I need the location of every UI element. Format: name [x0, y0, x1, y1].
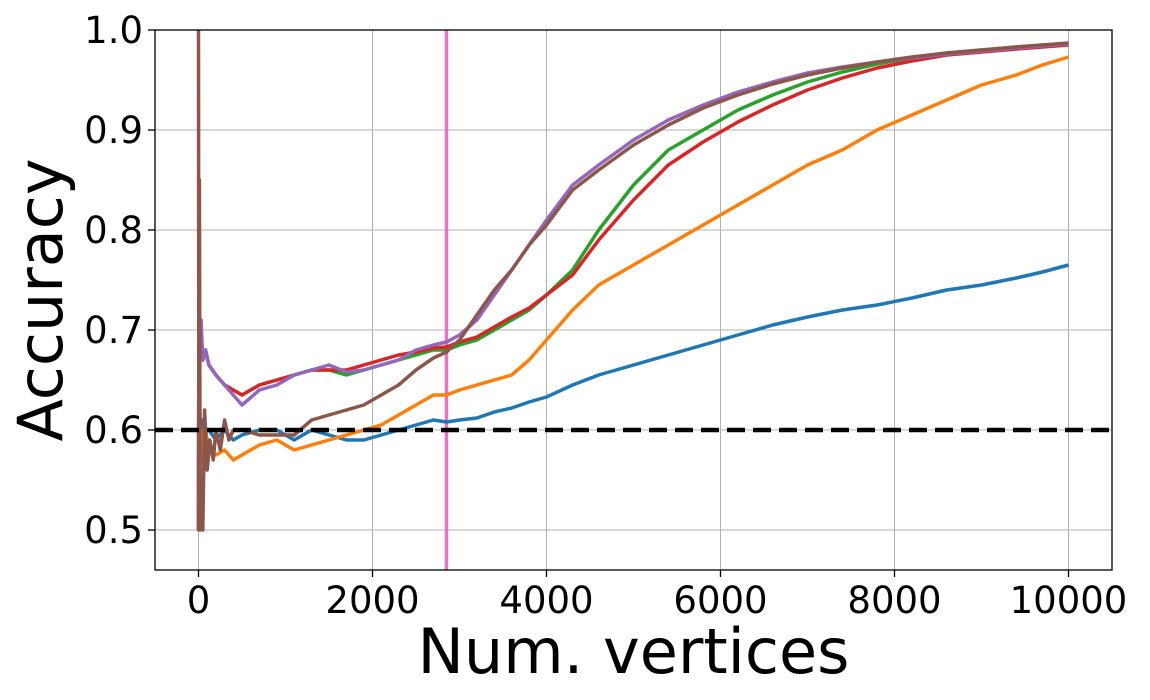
y-tick-label: 0.5	[84, 509, 143, 552]
y-tick-label: 0.7	[84, 309, 143, 352]
x-axis-title: Num. vertices	[418, 615, 850, 688]
y-axis-ticks: 0.5 0.6 0.7 0.8 0.9 1.0	[84, 9, 155, 552]
y-tick-label: 0.9	[84, 109, 143, 152]
y-tick-label: 1.0	[84, 9, 143, 52]
y-tick-label: 0.6	[84, 409, 143, 452]
series-line-5	[196, 42, 1069, 531]
x-tick-label: 0	[187, 579, 211, 622]
series-line-4	[196, 43, 1069, 531]
grid	[155, 29, 1112, 570]
y-axis-title: Accuracy	[4, 158, 77, 441]
series-line-1	[196, 263, 1069, 531]
x-tick-label: 8000	[847, 579, 941, 622]
x-tick-label: 6000	[673, 579, 767, 622]
series-line-3	[196, 42, 1069, 531]
y-tick-label: 0.8	[84, 209, 143, 252]
plot-frame	[154, 29, 1113, 571]
x-tick-label: 10000	[1010, 579, 1128, 622]
x-tick-label: 2000	[325, 579, 419, 622]
series-line-6	[196, 29, 1069, 532]
series-line-2	[196, 55, 1070, 531]
x-axis-ticks: 0 2000 4000 6000 8000 10000	[187, 570, 1128, 622]
x-tick-label: 4000	[499, 579, 593, 622]
series-lines	[155, 29, 1112, 532]
